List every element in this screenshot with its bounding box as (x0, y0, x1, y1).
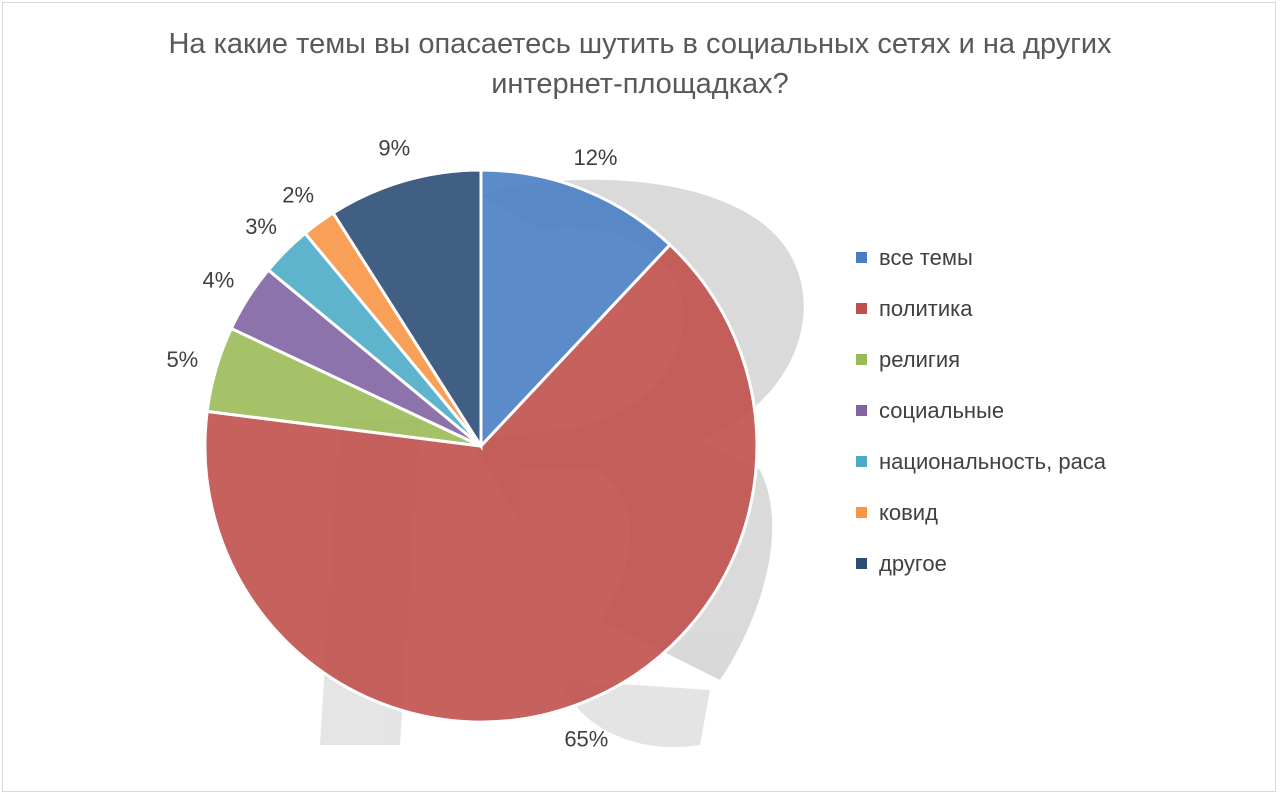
legend-item-5: ковид (856, 487, 1106, 538)
legend-item-2: религия (856, 334, 1106, 385)
data-label-5: 2% (282, 182, 314, 207)
chart-title-line-2: интернет-площадках? (491, 68, 789, 100)
chart-title: На какие темы вы опасаетесь шутить в соц… (100, 24, 1180, 104)
legend-label-5: ковид (879, 499, 938, 525)
data-label-1: 65% (564, 727, 608, 752)
chart-title-line-1: На какие темы вы опасаетесь шутить в соц… (168, 28, 1112, 60)
pie-slice-6 (331, 168, 483, 452)
legend-item-1: политика (856, 283, 1106, 334)
legend-label-1: политика (879, 295, 973, 321)
pie-slice-0 (479, 168, 673, 450)
data-label-4: 3% (245, 214, 277, 239)
data-label-0: 12% (573, 145, 617, 170)
legend-swatch-2 (856, 354, 867, 365)
legend-item-6: другое (856, 538, 1106, 589)
legend: все темы политика религия социальные национа… (856, 232, 1106, 589)
legend-swatch-1 (856, 303, 867, 314)
data-label-6: 9% (378, 135, 410, 160)
data-label-3: 4% (203, 267, 235, 292)
legend-swatch-5 (856, 507, 867, 518)
legend-swatch-0 (856, 252, 867, 263)
legend-label-2: религия (879, 346, 961, 372)
legend-label-6: другое (879, 550, 947, 576)
legend-swatch-4 (856, 456, 867, 467)
legend-label-3: социальные (879, 397, 1005, 423)
legend-swatch-3 (856, 405, 867, 416)
data-label-2: 5% (166, 347, 198, 372)
legend-item-0: все темы (856, 232, 1106, 283)
legend-swatch-6 (856, 558, 867, 569)
legend-item-4: национальность, раса (856, 436, 1106, 487)
pie-slice-1 (203, 242, 759, 724)
legend-label-0: все темы (879, 244, 973, 270)
legend-label-4: национальность, раса (879, 448, 1107, 474)
legend-item-3: социальные (856, 385, 1106, 436)
